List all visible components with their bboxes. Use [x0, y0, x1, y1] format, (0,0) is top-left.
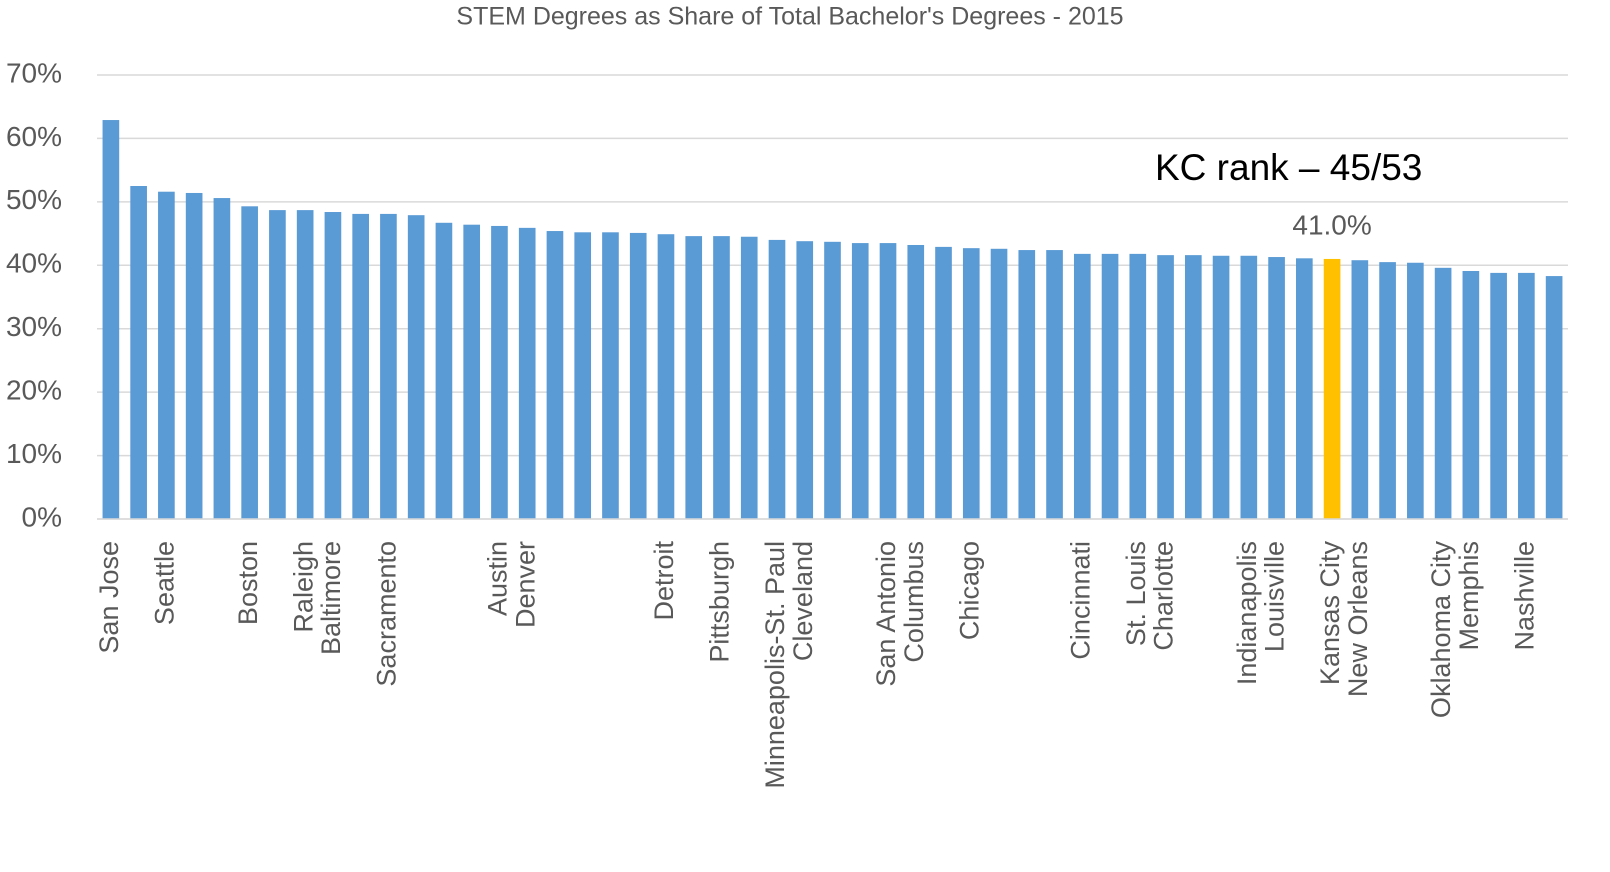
x-tick-label: Denver: [510, 541, 540, 628]
bar: [1184, 255, 1202, 519]
bar: [907, 244, 925, 519]
x-tick-label: New Orleans: [1343, 541, 1373, 697]
bar: [463, 224, 481, 520]
x-tick-label: Chicago: [954, 541, 984, 640]
bar: [518, 227, 536, 519]
bar: [102, 120, 120, 519]
x-tick-label: Charlotte: [1149, 541, 1179, 651]
bar: [1073, 253, 1091, 519]
bar: [824, 241, 841, 519]
y-tick-label: 50%: [6, 184, 62, 215]
x-tick-label: Memphis: [1454, 541, 1484, 651]
bar: [546, 231, 564, 519]
bar: [1046, 250, 1063, 519]
x-tick-label: Oklahoma City: [1426, 541, 1456, 719]
bar: [1462, 270, 1480, 519]
bar: [1351, 260, 1369, 519]
bar: [352, 213, 369, 519]
bar: [1240, 255, 1258, 519]
x-tick-label: Cincinnati: [1065, 541, 1095, 660]
x-tick-label: St. Louis: [1121, 541, 1151, 646]
bar: [1101, 253, 1119, 519]
bar: [990, 248, 1008, 519]
bar: [1212, 255, 1230, 519]
bar: [1434, 267, 1452, 519]
bar: [657, 234, 675, 519]
bar: [491, 225, 508, 519]
x-tick-label: Baltimore: [316, 541, 346, 655]
value-label: 41.0%: [1292, 209, 1371, 240]
bar: [130, 186, 147, 519]
x-tick-label: Indianapolis: [1232, 541, 1262, 685]
x-tick-label: Louisville: [1260, 541, 1290, 652]
bar: [574, 232, 592, 519]
x-tick-label: Raleigh: [288, 541, 318, 633]
bar: [685, 236, 703, 519]
bar: [740, 236, 758, 519]
bar: [213, 198, 231, 519]
x-tick-label: Sacramento: [372, 541, 402, 687]
x-tick-label: Boston: [233, 541, 263, 625]
x-tick-label: Pittsburgh: [705, 541, 735, 663]
bar: [1129, 253, 1147, 519]
bar: [158, 191, 175, 520]
bar: [629, 232, 647, 520]
bar: [851, 243, 869, 520]
bar: [768, 239, 786, 519]
x-tick-label: Columbus: [899, 541, 929, 663]
y-tick-label: 70%: [6, 57, 62, 88]
bar: [296, 210, 314, 520]
bar: [1296, 258, 1313, 519]
x-tick-label: Minneapolis-St. Paul: [760, 541, 790, 789]
y-tick-label: 30%: [6, 311, 62, 342]
annotation: KC rank – 45/53: [1155, 147, 1422, 188]
bar: [1018, 250, 1036, 519]
x-tick-label: Cleveland: [788, 541, 818, 661]
bar: [1518, 272, 1535, 519]
bar: [879, 243, 897, 520]
bar: [1545, 276, 1563, 519]
bar: [185, 192, 203, 519]
bar: [1268, 257, 1285, 519]
bar: [935, 246, 952, 520]
x-tick-label: Austin: [483, 541, 513, 616]
chart-title: STEM Degrees as Share of Total Bachelor'…: [456, 3, 1123, 31]
bar: [407, 215, 425, 520]
y-tick-label: 40%: [6, 248, 62, 279]
bar: [269, 210, 286, 520]
y-tick-label: 20%: [6, 375, 62, 406]
x-tick-label: Seattle: [150, 541, 180, 625]
bar: [1407, 262, 1424, 519]
x-tick-label: Detroit: [649, 541, 679, 621]
bar: [713, 236, 730, 519]
bar: [1379, 262, 1396, 519]
bar: [241, 206, 258, 519]
x-tick-label: San Antonio: [871, 541, 901, 687]
bar: [602, 232, 619, 519]
bar: [324, 212, 342, 519]
bar: [962, 248, 980, 519]
bar: [1323, 258, 1341, 519]
bar: [796, 241, 814, 519]
x-tick-label: Kansas City: [1315, 541, 1345, 686]
bar: [1490, 272, 1507, 519]
y-tick-label: 10%: [6, 438, 62, 469]
bar: [435, 222, 453, 519]
bar: [1157, 255, 1174, 519]
x-tick-label: San Jose: [94, 541, 124, 654]
x-tick-label: Nashville: [1509, 541, 1539, 651]
bar: [380, 213, 397, 519]
y-tick-label: 60%: [6, 121, 62, 152]
y-tick-label: 0%: [22, 501, 62, 532]
